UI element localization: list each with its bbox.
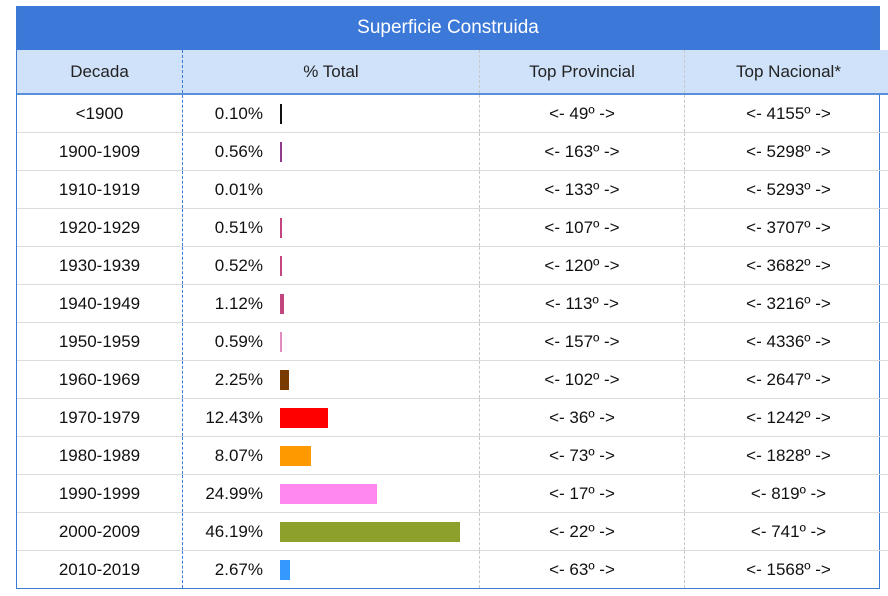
cell-decada: 1930-1939	[17, 246, 183, 285]
cell-nacional: <- 1568º ->	[746, 559, 831, 579]
table-body: <1900 0.10% <- 49º -> <- 4155º -> 1900-1909 0…	[17, 94, 888, 588]
header-nacional[interactable]: Top Nacional*	[684, 50, 888, 95]
table-row: 2000-2009 46.19% <- 22º -> <- 741º ->	[17, 512, 888, 551]
percent-bar	[280, 217, 282, 238]
percent-bar	[280, 255, 283, 276]
percent-value: 1.12%	[214, 293, 263, 313]
superficie-table-widget: Superficie Construida Decada % Total Top…	[16, 6, 888, 589]
percent-value: 2.25%	[214, 369, 263, 389]
cell-provincial: <- 36º ->	[479, 398, 685, 437]
table-row: 1900-1909 0.56% <- 163º -> <- 5298º ->	[17, 132, 888, 171]
cell-total: 0.52%	[182, 246, 480, 285]
cell-total: 24.99%	[182, 474, 480, 513]
percent-bar	[280, 369, 289, 390]
percent-bar	[280, 141, 283, 162]
cell-decada: 1960-1969	[17, 360, 183, 399]
cell-provincial: <- 63º ->	[479, 550, 685, 588]
cell-nacional: <- 4155º ->	[684, 94, 888, 133]
cell-provincial: <- 49º ->	[479, 94, 685, 133]
cell-decada: 1920-1929	[17, 208, 183, 247]
cell-decada: 2010-2019	[17, 550, 183, 588]
percent-bar	[280, 103, 282, 124]
cell-decada: 1980-1989	[17, 436, 183, 475]
cell-nacional: <- 3682º ->	[684, 246, 888, 285]
cell-total: 2.25%	[182, 360, 480, 399]
cell-total: 0.10%	[182, 94, 480, 133]
cell-provincial: <- 163º ->	[479, 132, 685, 171]
table-row: <1900 0.10% <- 49º -> <- 4155º ->	[17, 94, 888, 133]
cell-decada: <1900	[17, 94, 183, 133]
cell-total: 0.51%	[182, 208, 480, 247]
cell-decada: 2000-2009	[17, 512, 183, 551]
cell-nacional: <- 1828º ->	[684, 436, 888, 475]
cell-nacional: <- 741º ->	[684, 512, 888, 551]
table-row: 1910-1919 0.01% <- 133º -> <- 5293º ->	[17, 170, 888, 209]
cell-provincial: <- 157º ->	[479, 322, 685, 361]
table-row: 1960-1969 2.25% <- 102º -> <- 2647º ->	[17, 360, 888, 399]
table-row: 2010-2019 2.67% <- 63º -> <- 1568º ->	[17, 550, 888, 588]
cell-nacional: <- 5298º ->	[684, 132, 888, 171]
header-total[interactable]: % Total	[182, 50, 480, 95]
cell-decada: 1900-1909	[17, 132, 183, 171]
header-decada[interactable]: Decada	[17, 50, 183, 95]
cell-total: 0.01%	[182, 170, 480, 209]
cell-nacional: <- 3707º ->	[684, 208, 888, 247]
percent-value: 0.10%	[214, 103, 263, 123]
percent-value: 0.52%	[214, 255, 263, 275]
table-row: 1980-1989 8.07% <- 73º -> <- 1828º ->	[17, 436, 888, 475]
cell-total: 8.07%	[182, 436, 480, 475]
cell-provincial: <- 120º ->	[479, 246, 685, 285]
percent-bar	[280, 521, 460, 542]
cell-nacional: <- 819º ->	[684, 474, 888, 513]
header-provincial[interactable]: Top Provincial	[479, 50, 685, 95]
cell-nacional: <- 1242º ->	[684, 398, 888, 437]
percent-value: 2.67%	[214, 559, 263, 579]
cell-total: 2.67%	[182, 550, 480, 588]
cell-decada: 1990-1999	[17, 474, 183, 513]
data-table: Decada % Total Top Provincial Top Nacion…	[17, 50, 888, 588]
cell-nacional: <- 5293º ->	[684, 170, 888, 209]
percent-value: 0.56%	[214, 141, 263, 161]
table-row: 1940-1949 1.12% <- 113º -> <- 3216º ->	[17, 284, 888, 323]
cell-total: 12.43%	[182, 398, 480, 437]
header-row: Decada % Total Top Provincial Top Nacion…	[17, 50, 888, 95]
percent-value: 8.07%	[214, 445, 263, 465]
percent-value: 0.01%	[214, 179, 263, 199]
cell-decada: 1970-1979	[17, 398, 183, 437]
cell-provincial: <- 133º ->	[479, 170, 685, 209]
cell-total: 1.12%	[182, 284, 480, 323]
cell-provincial: <- 73º ->	[479, 436, 685, 475]
percent-bar	[280, 445, 312, 466]
cell-provincial: <- 102º ->	[479, 360, 685, 399]
table-row: 1920-1929 0.51% <- 107º -> <- 3707º ->	[17, 208, 888, 247]
percent-bar	[280, 483, 378, 504]
table-row: 1990-1999 24.99% <- 17º -> <- 819º ->	[17, 474, 888, 513]
cell-nacional: <- 2647º ->	[684, 360, 888, 399]
cell-nacional: <- 3216º ->	[684, 284, 888, 323]
table-title: Superficie Construida	[17, 6, 879, 50]
cell-provincial: <- 22º ->	[479, 512, 685, 551]
table-row: 1950-1959 0.59% <- 157º -> <- 4336º ->	[17, 322, 888, 361]
percent-value: 24.99%	[205, 483, 263, 503]
cell-decada: 1910-1919	[17, 170, 183, 209]
table-row: 1930-1939 0.52% <- 120º -> <- 3682º ->	[17, 246, 888, 285]
percent-value: 0.59%	[214, 331, 263, 351]
percent-value: 46.19%	[205, 521, 263, 541]
percent-value: 0.51%	[214, 217, 263, 237]
cell-provincial: <- 107º ->	[479, 208, 685, 247]
cell-provincial: <- 17º ->	[479, 474, 685, 513]
cell-total: 0.56%	[182, 132, 480, 171]
percent-bar	[280, 331, 283, 352]
percent-value: 12.43%	[205, 407, 263, 427]
cell-decada: 1950-1959	[17, 322, 183, 361]
cell-provincial: <- 113º ->	[479, 284, 685, 323]
percent-bar	[280, 407, 329, 428]
table-row: 1970-1979 12.43% <- 36º -> <- 1242º ->	[17, 398, 888, 437]
cell-total: 46.19%	[182, 512, 480, 551]
percent-bar	[280, 559, 291, 580]
cell-total: 0.59%	[182, 322, 480, 361]
cell-nacional: <- 4336º ->	[684, 322, 888, 361]
percent-bar	[280, 293, 285, 314]
cell-decada: 1940-1949	[17, 284, 183, 323]
